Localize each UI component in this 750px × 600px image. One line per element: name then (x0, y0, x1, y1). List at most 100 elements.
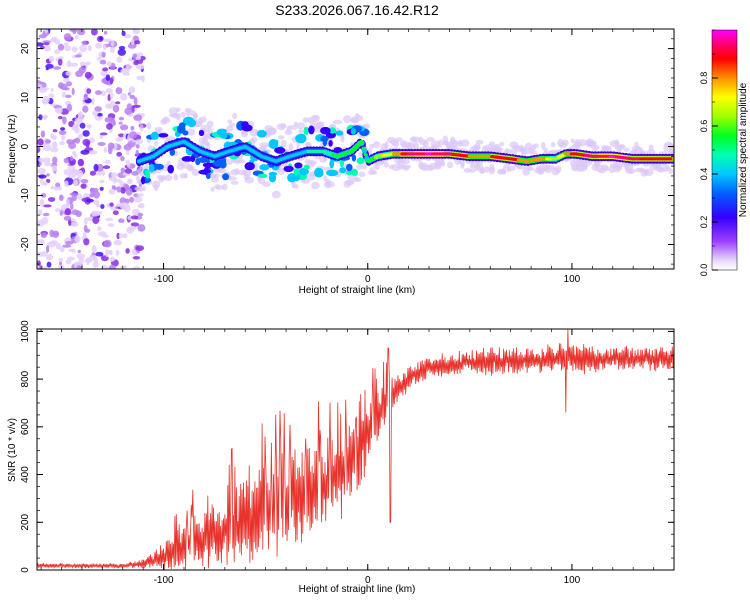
noise-blob (135, 144, 140, 149)
noise-blob (43, 42, 50, 46)
noise-blob (49, 147, 59, 153)
noise-blob (66, 60, 72, 68)
noise-blob (86, 88, 92, 94)
signal-blob (274, 139, 279, 145)
noise-blob (102, 165, 111, 170)
signal-blob (241, 121, 249, 128)
halo-blob (501, 167, 507, 175)
noise-blob (99, 134, 104, 140)
signal-blob (351, 154, 357, 162)
noise-blob (123, 144, 132, 151)
noise-blob (116, 56, 123, 63)
noise-blob (82, 105, 89, 113)
noise-blob (37, 252, 44, 257)
noise-blob (77, 29, 86, 36)
halo-blob (135, 138, 144, 145)
halo-blob (440, 161, 446, 167)
noise-blob (95, 251, 104, 257)
halo-blob (191, 168, 200, 176)
halo-blob (343, 115, 352, 124)
noise-blob (128, 86, 136, 94)
halo-blob (532, 143, 540, 149)
noise-blob (87, 45, 92, 52)
halo-blob (229, 122, 236, 128)
halo-blob (280, 123, 287, 128)
noise-blob (94, 106, 102, 112)
signal-blob (297, 133, 307, 144)
spectrogram-frame (36, 28, 675, 270)
noise-blob (45, 63, 54, 69)
noise-blob (63, 42, 69, 46)
noise-blob (42, 212, 50, 217)
halo-blob (588, 142, 597, 148)
noise-blob (60, 127, 66, 131)
spectrogram-ylabel: Frequency (Hz) (7, 115, 18, 184)
snr-series-line (37, 329, 674, 570)
noise-blob (131, 39, 135, 46)
noise-blob (119, 202, 129, 210)
noise-blob (133, 114, 143, 121)
signal-blob (141, 176, 146, 185)
noise-blob (64, 44, 71, 52)
noise-blob (53, 186, 62, 191)
halo-blob (393, 140, 400, 148)
noise-blob (118, 218, 125, 223)
noise-blob (132, 29, 140, 35)
noise-blob (59, 246, 65, 253)
noise-blob (130, 215, 139, 220)
noise-blob (46, 173, 50, 177)
noise-blob (57, 43, 65, 51)
halo-blob (311, 181, 320, 190)
signal-blob (293, 168, 300, 176)
noise-blob (80, 179, 89, 184)
halo-blob (186, 165, 195, 171)
noise-blob (118, 46, 126, 50)
noise-blob (77, 111, 83, 117)
noise-blob (127, 225, 137, 231)
halo-blob (316, 121, 325, 127)
noise-blob (67, 166, 76, 172)
noise-blob (86, 124, 92, 129)
halo-blob (442, 135, 449, 144)
noise-blob (110, 92, 114, 100)
halo-blob (358, 171, 366, 178)
noise-blob (72, 138, 78, 143)
halo-blob (529, 150, 538, 155)
halo-blob (180, 111, 186, 118)
noise-blob (68, 141, 77, 150)
halo-blob (262, 181, 271, 187)
signal-blob (158, 133, 169, 138)
halo-blob (139, 124, 144, 132)
noise-blob (59, 141, 65, 146)
x-tick-label: -100 (154, 575, 174, 586)
halo-blob (227, 119, 233, 124)
noise-blob (91, 245, 97, 253)
noise-blob (60, 83, 68, 91)
noise-blob (95, 42, 102, 49)
noise-blob (116, 186, 122, 193)
signal-blob (308, 125, 315, 135)
halo-blob (356, 163, 364, 170)
noise-blob (107, 250, 112, 255)
noise-blob (64, 180, 69, 188)
halo-blob (205, 141, 211, 146)
y-tick-label: 800 (20, 370, 31, 387)
halo-blob (543, 147, 549, 153)
noise-blob (83, 238, 90, 246)
signal-blob (219, 133, 228, 139)
noise-blob (44, 45, 51, 52)
noise-blob (67, 256, 76, 261)
noise-blob (108, 188, 116, 195)
noise-blob (57, 58, 63, 66)
halo-blob (311, 115, 320, 123)
halo-blob (175, 113, 181, 121)
noise-blob (37, 83, 43, 90)
noise-blob (65, 71, 72, 76)
halo-blob (296, 122, 305, 130)
halo-blob (210, 186, 215, 192)
noise-blob (124, 168, 133, 174)
noise-blob (48, 93, 55, 98)
noise-blob (118, 233, 125, 239)
noise-blob (120, 167, 126, 174)
